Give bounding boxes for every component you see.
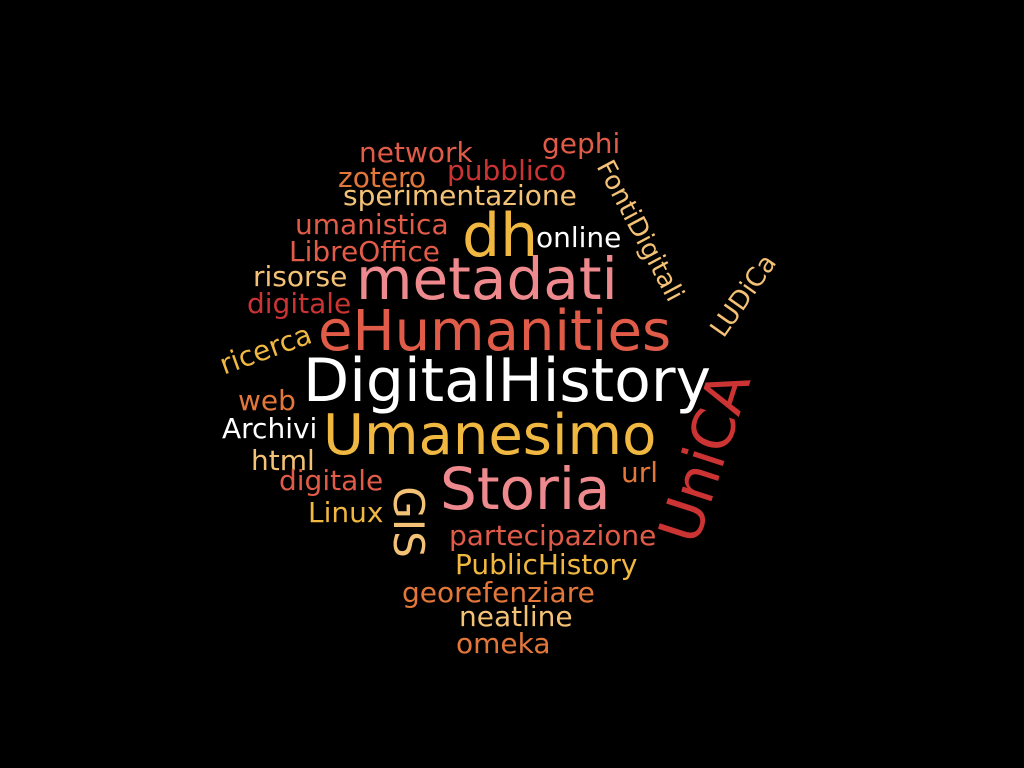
word-pubblico: pubblico	[447, 154, 567, 187]
word-archivi: Archivi	[222, 412, 318, 445]
word-umanesimo: Umanesimo	[323, 403, 657, 468]
word-digitale-top: digitale	[247, 287, 352, 320]
word-georefenziare: georefenziare	[402, 576, 595, 609]
word-omeka: omeka	[456, 627, 551, 660]
word-gis: GIS	[383, 486, 433, 558]
word-zotero: zotero	[338, 161, 427, 194]
word-sperimentazione: sperimentazione	[343, 179, 577, 212]
word-digitalhistory: DigitalHistory	[303, 346, 712, 416]
word-dh: dh	[462, 201, 539, 271]
word-partecipazione: partecipazione	[449, 519, 657, 552]
word-metadati: metadati	[356, 245, 618, 313]
word-publichistory: PublicHistory	[455, 548, 638, 581]
word-web: web	[238, 384, 296, 417]
word-ehumanities: eHumanities	[318, 299, 672, 364]
word-libreoffice: LibreOffice	[289, 235, 441, 268]
word-storia: Storia	[440, 455, 611, 523]
word-url: url	[621, 456, 659, 489]
word-ricerca: ricerca	[215, 317, 316, 382]
word-ludica: LUDiCa	[704, 249, 783, 343]
word-neatline: neatline	[459, 600, 573, 633]
word-online: online	[536, 221, 622, 254]
word-network: network	[359, 136, 473, 169]
word-risorse: risorse	[253, 260, 348, 293]
word-html: html	[251, 444, 315, 477]
word-gephi: gephi	[542, 127, 621, 160]
word-linux: Linux	[308, 496, 384, 529]
word-umanistica: umanistica	[295, 208, 449, 241]
word-digitale-bottom: digitale	[279, 464, 384, 497]
